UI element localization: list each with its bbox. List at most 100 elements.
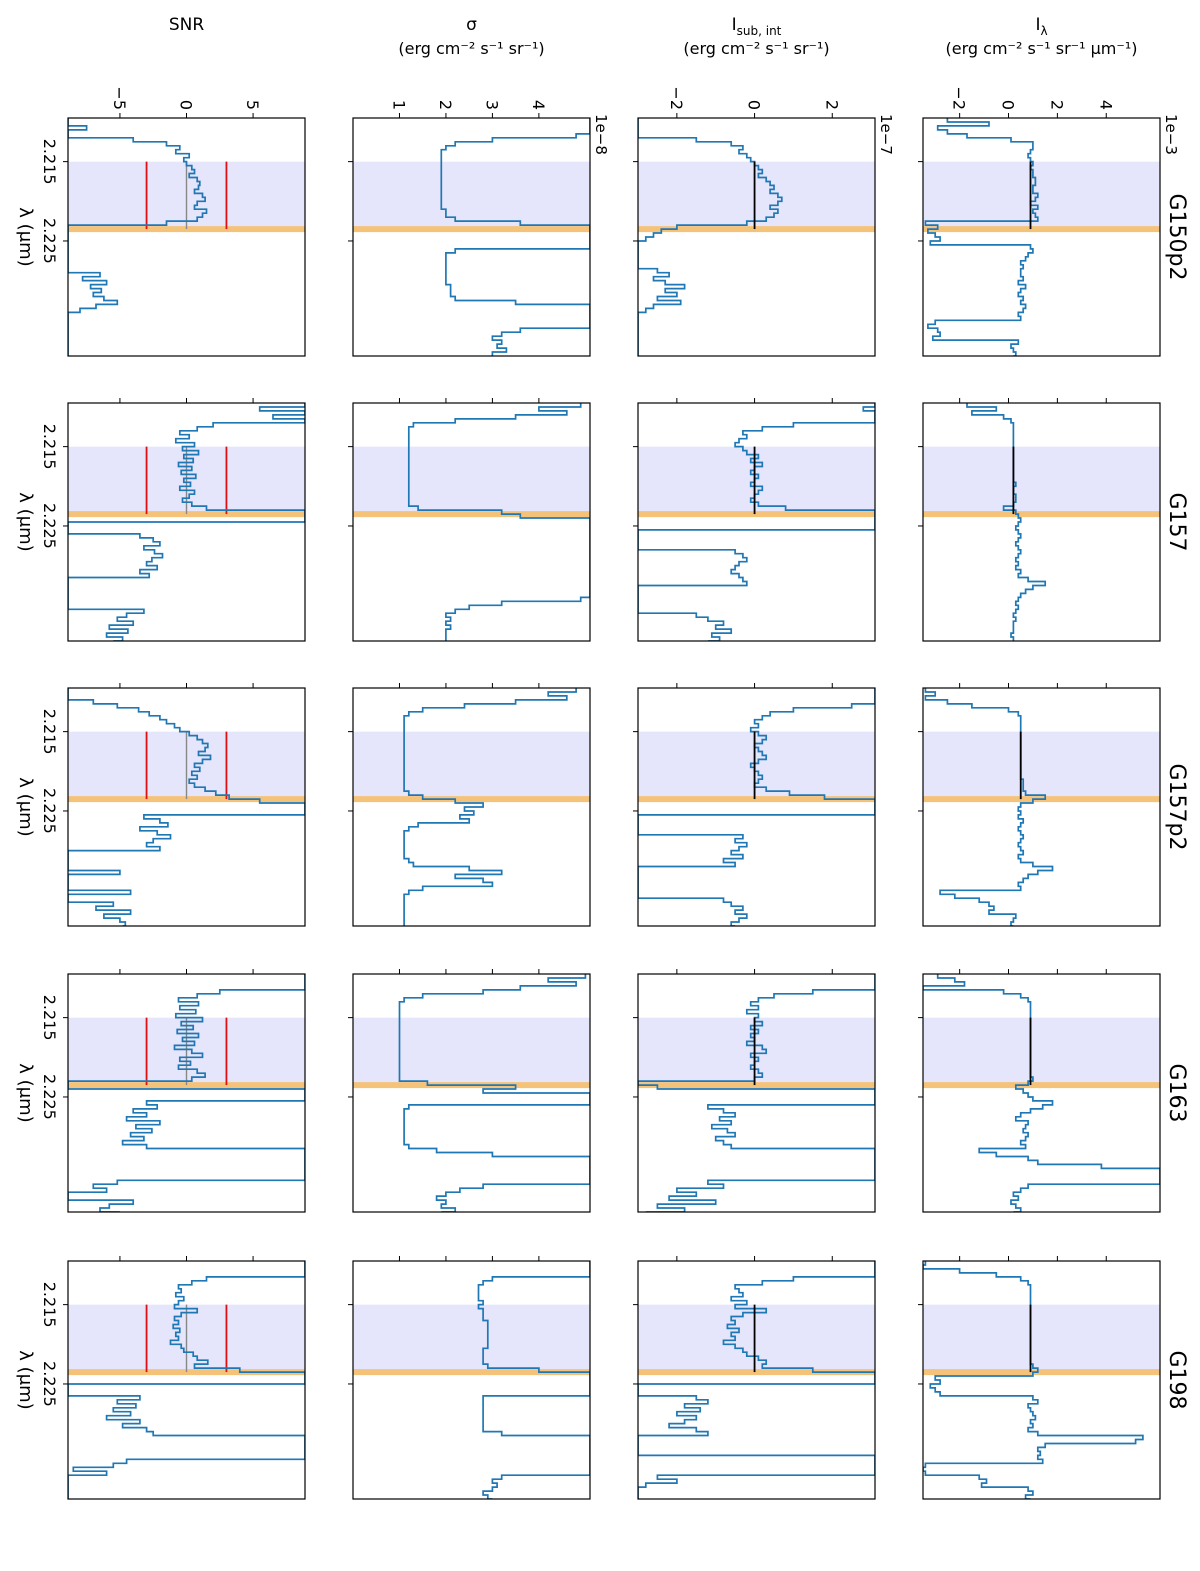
y-axis-label-main: I — [732, 15, 737, 35]
spectrum-step-line — [924, 688, 1054, 926]
integration-window — [353, 161, 590, 230]
panel-plot-area — [923, 118, 1160, 356]
spectrum-step-line — [638, 118, 783, 356]
integration-window — [353, 1304, 590, 1373]
y-tick-label: 3 — [482, 100, 501, 110]
panel-plot-area — [638, 974, 875, 1212]
panel-G157p2-row1 — [633, 683, 876, 927]
panel-plot-area — [353, 974, 590, 1212]
x-tick-label: 2.225 — [40, 788, 59, 834]
panel-G157p2-row3: 2.215 2.225 — [40, 683, 306, 927]
panel-G150p2-row3: 5 0 −5 2.215 2.225 — [40, 86, 306, 357]
integration-window — [353, 731, 590, 800]
spectrum-step-line — [440, 118, 590, 356]
spectrum-step-line — [638, 974, 875, 1212]
y-tick-label: 2 — [822, 100, 841, 110]
panel-plot-area — [353, 688, 590, 926]
y-tick-label: 0 — [177, 100, 196, 110]
x-tick-label: 2.225 — [40, 1074, 59, 1120]
spectrum-step-line — [966, 403, 1047, 641]
integration-window — [923, 1017, 1160, 1086]
panel-frame — [637, 402, 876, 642]
panel-frame — [637, 973, 876, 1213]
panel-G163-row2 — [348, 969, 591, 1213]
panel-G157-row3: 2.215 2.225 — [40, 398, 306, 642]
integration-window — [638, 1304, 875, 1373]
integration-window — [638, 1017, 875, 1086]
spectrum-step-line — [403, 688, 577, 926]
panel-plot-area — [638, 688, 875, 926]
integration-window — [923, 1304, 1160, 1373]
panel-plot-area — [923, 688, 1160, 926]
x-axis-label: λ (μm) — [15, 1350, 36, 1409]
x-axis-label: λ (μm) — [15, 1063, 36, 1122]
y-axis-label: Iλ — [1035, 15, 1047, 38]
y-tick-label: 4 — [529, 100, 548, 110]
integration-window — [923, 731, 1160, 800]
panel-plot-area — [353, 118, 590, 356]
x-axis-label: λ (μm) — [15, 492, 36, 551]
spectrum-step-line — [398, 974, 590, 1212]
panel-G198-row0 — [918, 1256, 1161, 1500]
integration-window — [923, 161, 1160, 230]
spectrum-step-line — [923, 1261, 1144, 1499]
panel-plot-area — [923, 403, 1160, 641]
panel-G163-row1 — [633, 969, 876, 1213]
x-tick-label: 2.215 — [40, 424, 59, 470]
panel-frame — [352, 973, 591, 1213]
panel-frame — [922, 402, 1161, 642]
y-tick-label: 5 — [243, 100, 262, 110]
y-axis-units-label: (erg cm⁻² s⁻¹ sr⁻¹ μm⁻¹) — [946, 39, 1138, 58]
spectrum-step-line — [68, 1261, 305, 1499]
x-tick-label: 2.215 — [40, 139, 59, 185]
y-axis-label-main: σ — [466, 15, 477, 35]
spectrum-step-line — [923, 974, 1160, 1212]
spectrum-step-line — [924, 118, 1039, 356]
panel-plot-area — [68, 1261, 305, 1499]
panel-plot-area — [68, 688, 305, 926]
spectrum-step-line — [477, 1261, 590, 1499]
x-axis-label: λ (μm) — [15, 777, 36, 836]
panel-frame — [922, 687, 1161, 927]
spectrum-step-line — [68, 403, 305, 641]
integration-window — [638, 161, 875, 230]
panel-frame — [352, 687, 591, 927]
y-axis-label: Isub, int — [732, 15, 782, 38]
panel-G150p2-row0: 4 2 0 −2 — [918, 86, 1161, 357]
panel-G157-row2 — [348, 398, 591, 642]
panel-G150p2-row2: 4 3 2 1 — [348, 100, 591, 357]
integration-window — [353, 1017, 590, 1086]
panel-plot-area — [68, 974, 305, 1212]
y-axis-units-label: (erg cm⁻² s⁻¹ sr⁻¹) — [683, 39, 829, 58]
panel-G157-row1 — [633, 398, 876, 642]
spectrum-step-line — [638, 688, 875, 926]
panel-plot-area — [638, 118, 875, 356]
panel-frame — [352, 117, 591, 357]
panel-G198-row2 — [348, 1256, 591, 1500]
integration-window — [353, 446, 590, 515]
spectrum-step-line — [638, 1261, 875, 1499]
spectrum-step-line — [68, 688, 305, 926]
panel-plot-area — [638, 1261, 875, 1499]
y-axis-label: SNR — [169, 15, 205, 35]
panel-G157-row0 — [918, 398, 1161, 642]
x-tick-label: 2.225 — [40, 218, 59, 264]
panel-frame — [922, 117, 1161, 357]
x-tick-label: 2.215 — [40, 1282, 59, 1328]
x-tick-label: 2.215 — [40, 709, 59, 755]
axis-offset-label: 1e−3 — [1162, 114, 1180, 155]
integration-window — [638, 731, 875, 800]
panel-title: G198 — [1164, 1350, 1189, 1409]
panel-plot-area — [68, 118, 305, 356]
panel-frame — [67, 1260, 306, 1500]
panel-plot-area — [638, 403, 875, 641]
panel-G198-row3: 2.215 2.225 — [40, 1256, 306, 1500]
spectrum-step-line — [68, 118, 208, 356]
panel-plot-area — [923, 1261, 1160, 1499]
y-tick-label: −5 — [110, 86, 129, 110]
panel-frame — [922, 1260, 1161, 1500]
axis-offset-label: 1e−7 — [877, 114, 895, 155]
spectrum-step-line — [407, 403, 590, 641]
panel-title: G157 — [1164, 492, 1189, 551]
